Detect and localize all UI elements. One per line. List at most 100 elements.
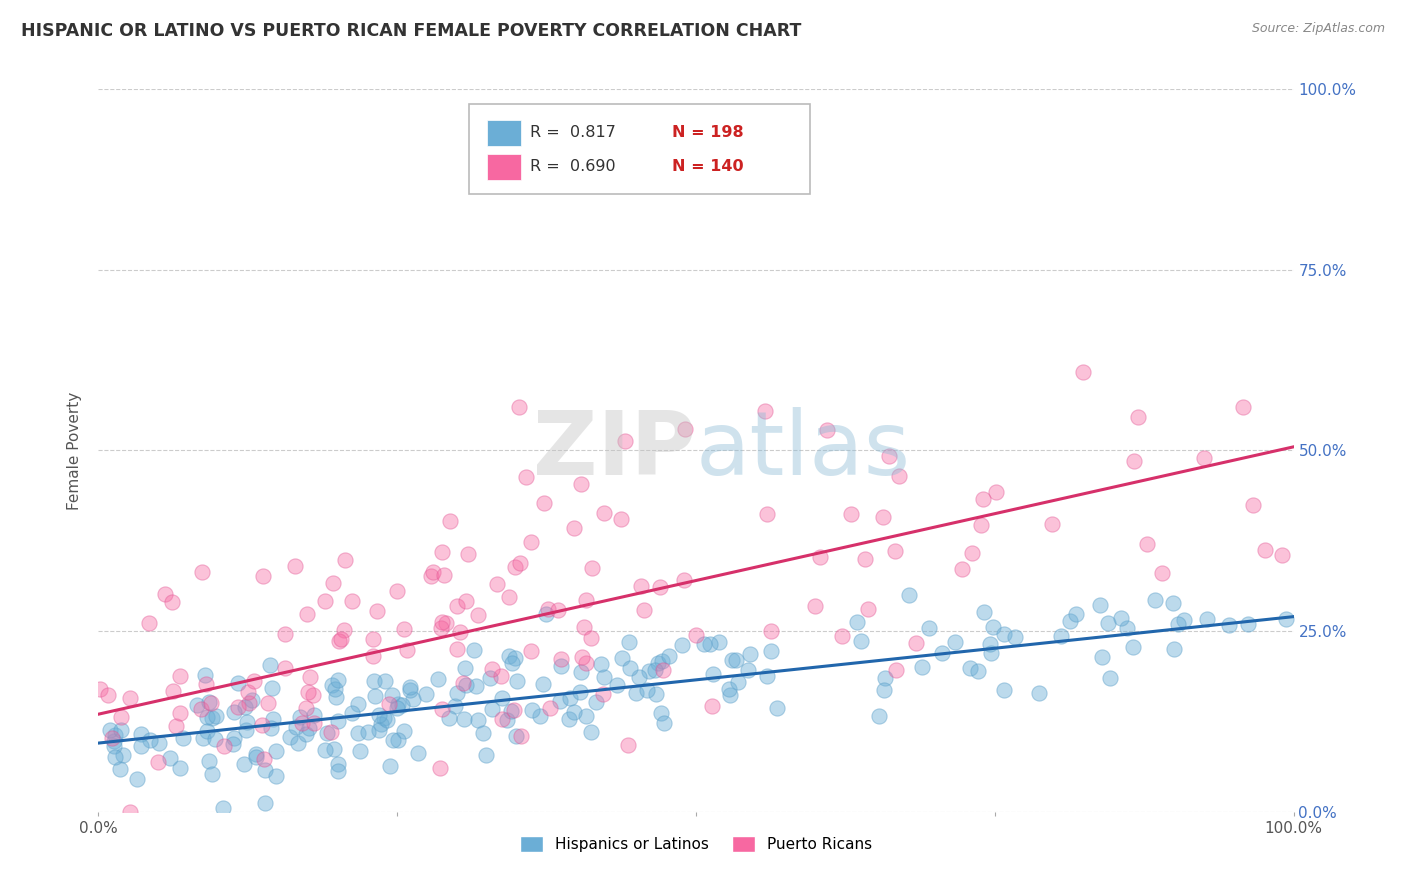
Puerto Ricans — [509, 556, 531, 570]
Hispanics or Latinos — [637, 664, 659, 678]
Text: Source: ZipAtlas.com: Source: ZipAtlas.com — [1251, 22, 1385, 36]
Hispanics or Latinos — [718, 688, 741, 702]
Puerto Ricans — [162, 594, 184, 608]
Hispanics or Latinos — [1049, 629, 1071, 643]
Puerto Ricans — [295, 607, 318, 621]
Hispanics or Latinos — [967, 665, 990, 679]
Hispanics or Latinos — [364, 689, 387, 703]
Hispanics or Latinos — [197, 695, 219, 709]
Hispanics or Latinos — [204, 731, 226, 746]
Puerto Ricans — [446, 599, 468, 614]
Hispanics or Latinos — [979, 637, 1001, 651]
Puerto Ricans — [872, 509, 894, 524]
Puerto Ricans — [392, 622, 415, 636]
Puerto Ricans — [509, 729, 531, 743]
Hispanics or Latinos — [1109, 611, 1132, 625]
Hispanics or Latinos — [464, 679, 486, 693]
Hispanics or Latinos — [259, 657, 281, 672]
Text: N = 140: N = 140 — [672, 159, 744, 174]
Hispanics or Latinos — [569, 665, 592, 679]
Hispanics or Latinos — [845, 615, 868, 629]
Hispanics or Latinos — [266, 744, 288, 758]
Puerto Ricans — [319, 725, 342, 739]
Hispanics or Latinos — [454, 661, 477, 675]
Puerto Ricans — [1122, 454, 1144, 468]
Hispanics or Latinos — [699, 636, 721, 650]
Puerto Ricans — [756, 507, 779, 521]
Puerto Ricans — [162, 684, 184, 698]
Hispanics or Latinos — [562, 705, 585, 719]
Hispanics or Latinos — [287, 736, 309, 750]
Puerto Ricans — [284, 559, 307, 574]
Hispanics or Latinos — [1218, 618, 1240, 632]
Hispanics or Latinos — [702, 667, 724, 681]
Puerto Ricans — [853, 552, 876, 566]
Hispanics or Latinos — [264, 769, 287, 783]
Hispanics or Latinos — [205, 708, 228, 723]
Hispanics or Latinos — [993, 627, 1015, 641]
Hispanics or Latinos — [868, 709, 890, 723]
Hispanics or Latinos — [235, 715, 257, 730]
Hispanics or Latinos — [399, 682, 422, 697]
Puerto Ricans — [294, 701, 316, 715]
Puerto Ricans — [430, 621, 453, 635]
Puerto Ricans — [238, 696, 260, 710]
Puerto Ricans — [363, 649, 385, 664]
Hispanics or Latinos — [505, 729, 527, 743]
Text: atlas: atlas — [696, 407, 911, 494]
Hispanics or Latinos — [479, 671, 502, 685]
Puerto Ricans — [960, 546, 983, 560]
Puerto Ricans — [520, 535, 543, 549]
Puerto Ricans — [165, 719, 187, 733]
Puerto Ricans — [120, 690, 142, 705]
Puerto Ricans — [366, 604, 388, 618]
Puerto Ricans — [579, 631, 602, 645]
Hispanics or Latinos — [222, 737, 245, 751]
Hispanics or Latinos — [326, 757, 349, 772]
Hispanics or Latinos — [201, 766, 224, 780]
Hispanics or Latinos — [575, 708, 598, 723]
Hispanics or Latinos — [368, 723, 391, 738]
Hispanics or Latinos — [548, 693, 571, 707]
Puerto Ricans — [446, 642, 468, 657]
Hispanics or Latinos — [610, 651, 633, 665]
Hispanics or Latinos — [721, 653, 744, 667]
Puerto Ricans — [1128, 409, 1150, 424]
Hispanics or Latinos — [444, 698, 467, 713]
Puerto Ricans — [650, 580, 672, 594]
Hispanics or Latinos — [851, 634, 873, 648]
Hispanics or Latinos — [475, 747, 498, 762]
Hispanics or Latinos — [260, 721, 283, 735]
Hispanics or Latinos — [1163, 642, 1185, 657]
Hispanics or Latinos — [278, 730, 301, 744]
Puerto Ricans — [302, 688, 325, 702]
Puerto Ricans — [257, 696, 280, 710]
Hispanics or Latinos — [496, 713, 519, 727]
Puerto Ricans — [810, 550, 832, 565]
Hispanics or Latinos — [212, 801, 235, 815]
Hispanics or Latinos — [253, 763, 276, 777]
Puerto Ricans — [169, 669, 191, 683]
Puerto Ricans — [467, 607, 489, 622]
Hispanics or Latinos — [294, 727, 316, 741]
Hispanics or Latinos — [1173, 613, 1195, 627]
Hispanics or Latinos — [104, 749, 127, 764]
Hispanics or Latinos — [1167, 617, 1189, 632]
Puerto Ricans — [887, 469, 910, 483]
Hispanics or Latinos — [898, 588, 921, 602]
Puerto Ricans — [335, 552, 357, 566]
Hispanics or Latinos — [650, 706, 672, 720]
Hispanics or Latinos — [873, 683, 896, 698]
Hispanics or Latinos — [346, 726, 368, 740]
Puerto Ricans — [673, 422, 696, 436]
Puerto Ricans — [969, 517, 991, 532]
Hispanics or Latinos — [387, 732, 409, 747]
Puerto Ricans — [571, 650, 593, 665]
Hispanics or Latinos — [98, 723, 121, 738]
Puerto Ricans — [533, 495, 555, 509]
Puerto Ricans — [1040, 517, 1063, 532]
Puerto Ricans — [754, 404, 776, 418]
Puerto Ricans — [562, 521, 585, 535]
Hispanics or Latinos — [501, 656, 523, 670]
Hispanics or Latinos — [529, 708, 551, 723]
